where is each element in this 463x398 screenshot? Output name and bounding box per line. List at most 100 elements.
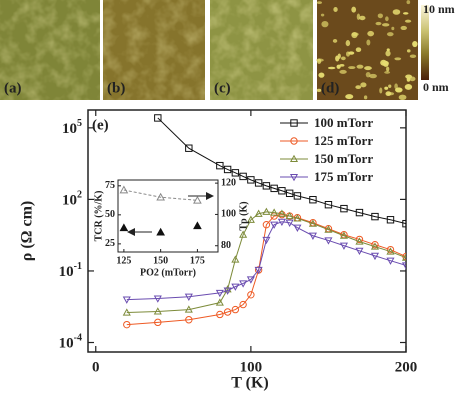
data-point: [254, 266, 263, 275]
data-point: [254, 179, 263, 187]
data-point: [119, 223, 129, 232]
data-point: [355, 237, 364, 245]
afm-images: [0, 0, 429, 101]
data-point: [386, 216, 395, 224]
afm-grain: [367, 30, 375, 37]
afm-grain: [345, 51, 350, 57]
data-point: [193, 195, 202, 204]
colorbar-max: 10 nm: [423, 2, 455, 16]
afm-grain: [398, 94, 407, 101]
afm-grain: [403, 12, 409, 15]
data-point: [156, 192, 165, 201]
data-point: [293, 192, 302, 200]
data-point: [239, 280, 248, 288]
afm-grain: [355, 47, 362, 53]
afm-grain: [386, 32, 394, 37]
data-point: [285, 189, 294, 198]
data-point: [262, 236, 271, 245]
y-tick-label: 10-1: [59, 261, 82, 280]
afm-grain: [388, 84, 392, 89]
afm-grain: [386, 66, 390, 72]
afm-grain: [318, 72, 325, 78]
data-point: [153, 295, 162, 303]
data-point: [156, 227, 165, 236]
afm-grain: [327, 66, 336, 70]
data-point: [223, 308, 232, 316]
data-point: [270, 184, 278, 193]
afm-grain: [392, 9, 401, 15]
data-point: [308, 232, 317, 240]
afm-grain: [348, 66, 356, 69]
afm-grain: [412, 40, 418, 48]
data-point: [324, 200, 333, 209]
inset-y-tick-label: 75: [105, 180, 115, 191]
series-line: [157, 117, 406, 225]
data-point: [340, 204, 348, 213]
data-point: [122, 296, 131, 304]
afm-grain: [339, 63, 345, 67]
inset-x-tick-label: 150: [153, 255, 168, 266]
colorbar-min: 0 nm: [423, 80, 449, 94]
panel-label: (b): [107, 80, 125, 96]
data-point: [262, 182, 271, 190]
inset-y2-label: Tp (K): [238, 201, 249, 230]
plot-frame: [87, 109, 407, 353]
inset-x-tick-label: 125: [116, 255, 131, 266]
data-point: [185, 316, 193, 324]
inset-x-tick-label: 175: [190, 255, 205, 266]
data-point: [262, 207, 271, 215]
y-tick-label: 102: [62, 190, 82, 209]
afm-texture: [0, 0, 100, 100]
plot-area: [122, 114, 406, 329]
panel-label: (a): [4, 80, 22, 96]
y-tick-label: 105: [62, 118, 82, 137]
afm-grain: [351, 31, 358, 39]
afm-grain: [386, 48, 390, 52]
afm-grain: [355, 85, 362, 90]
data-point: [386, 257, 395, 265]
inset-frame: [117, 179, 219, 253]
afm-grain: [366, 39, 371, 46]
afm-texture: [103, 0, 205, 100]
data-point: [184, 305, 193, 313]
data-point: [185, 144, 193, 152]
afm-grain: [359, 15, 366, 21]
data-point: [270, 221, 279, 229]
data-point: [401, 253, 406, 261]
data-point: [401, 262, 406, 270]
afm-texture: [210, 0, 313, 100]
data-point: [293, 214, 302, 222]
data-point: [239, 300, 247, 309]
data-point: [216, 161, 224, 170]
afm-grain: [364, 66, 372, 71]
legend-label: 150 mTorr: [314, 151, 373, 166]
afm-grain: [391, 26, 395, 31]
data-point: [324, 237, 333, 245]
data-point: [308, 219, 317, 227]
afm-grain: [339, 69, 347, 74]
data-point: [309, 196, 317, 204]
data-point: [254, 209, 263, 217]
afm-grain: [409, 54, 417, 58]
data-point: [278, 187, 286, 195]
colorbar: [421, 5, 429, 80]
y-axis-label: ρ (Ω cm): [19, 201, 36, 261]
afm-grains: [316, 0, 418, 101]
inset-y-tick-label: 25: [105, 238, 115, 249]
data-point: [154, 114, 162, 122]
data-point: [223, 165, 232, 174]
inset-y2-tick-label: 100: [221, 209, 236, 220]
afm-grain: [335, 55, 340, 62]
data-point: [239, 172, 247, 181]
afm-grain: [406, 0, 411, 5]
afm-grain: [409, 76, 416, 82]
data-point: [215, 298, 224, 306]
data-point: [231, 305, 240, 314]
afm-grain: [363, 95, 368, 100]
data-point: [355, 247, 364, 256]
data-point: [231, 283, 240, 291]
data-point: [386, 247, 395, 255]
afm-grain: [400, 25, 407, 31]
data-point: [153, 307, 162, 315]
